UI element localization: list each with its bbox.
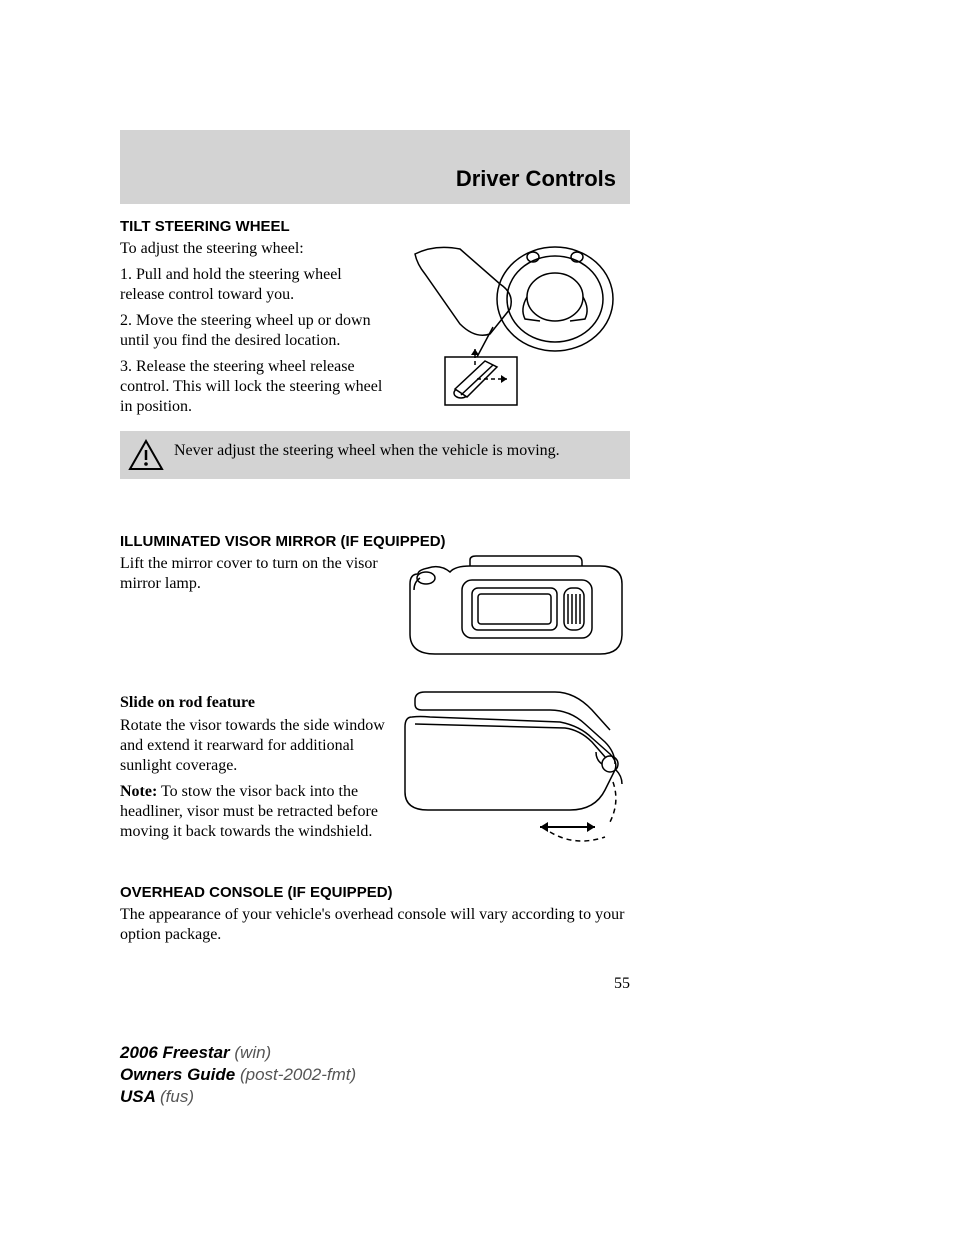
- tilt-step2: 2. Move the steering wheel up or down un…: [120, 311, 390, 351]
- visor-slide-diagram: [400, 682, 630, 852]
- footer-model: 2006 Freestar: [120, 1043, 234, 1062]
- footer-line3: USA (fus): [120, 1086, 356, 1108]
- footer-code1: (win): [234, 1043, 271, 1062]
- visor-row: Lift the mirror cover to turn on the vis…: [120, 554, 630, 664]
- visor-text: Lift the mirror cover to turn on the vis…: [120, 554, 390, 594]
- section-heading-overhead: OVERHEAD CONSOLE (IF EQUIPPED): [120, 884, 630, 901]
- footer: 2006 Freestar (win) Owners Guide (post-2…: [120, 1042, 356, 1108]
- slide-text-col: Slide on rod feature Rotate the visor to…: [120, 682, 390, 852]
- visor-text-col: Lift the mirror cover to turn on the vis…: [120, 554, 390, 664]
- visor-mirror-diagram: [400, 554, 630, 664]
- slide-diagram-col: [400, 682, 630, 852]
- footer-guide: Owners Guide: [120, 1065, 240, 1084]
- slide-row: Slide on rod feature Rotate the visor to…: [120, 682, 630, 852]
- page-number: 55: [120, 975, 630, 993]
- footer-line2: Owners Guide (post-2002-fmt): [120, 1064, 356, 1086]
- footer-region: USA: [120, 1087, 160, 1106]
- note-label: Note:: [120, 783, 157, 800]
- visor-diagram-col: [400, 554, 630, 664]
- footer-code3: (fus): [160, 1087, 194, 1106]
- tilt-step3: 3. Release the steering wheel release co…: [120, 357, 390, 417]
- steering-wheel-diagram: [405, 239, 625, 409]
- page-content: Driver Controls TILT STEERING WHEEL To a…: [120, 130, 630, 993]
- slide-note: Note: To stow the visor back into the he…: [120, 782, 390, 842]
- spacer: [120, 664, 630, 682]
- slide-p1: Rotate the visor towards the side window…: [120, 716, 390, 776]
- tilt-intro: To adjust the steering wheel:: [120, 239, 390, 259]
- note-text: To stow the visor back into the headline…: [120, 783, 378, 840]
- tilt-row: To adjust the steering wheel: 1. Pull an…: [120, 239, 630, 423]
- footer-code2: (post-2002-fmt): [240, 1065, 356, 1084]
- tilt-step1: 1. Pull and hold the steering wheel rele…: [120, 265, 390, 305]
- tilt-text-col: To adjust the steering wheel: 1. Pull an…: [120, 239, 390, 423]
- section-heading-visor: ILLUMINATED VISOR MIRROR (IF EQUIPPED): [120, 533, 630, 550]
- slide-subheading: Slide on rod feature: [120, 694, 390, 712]
- section-heading-tilt: TILT STEERING WHEEL: [120, 218, 630, 235]
- warning-text: Never adjust the steering wheel when the…: [174, 439, 560, 462]
- tilt-diagram-col: [400, 239, 630, 423]
- footer-line1: 2006 Freestar (win): [120, 1042, 356, 1064]
- header-bar: Driver Controls: [120, 130, 630, 204]
- spacer: [120, 852, 630, 870]
- warning-box: Never adjust the steering wheel when the…: [120, 431, 630, 479]
- page-title: Driver Controls: [456, 166, 616, 192]
- warning-triangle-icon: [128, 439, 164, 471]
- spacer: [120, 479, 630, 519]
- overhead-text: The appearance of your vehicle's overhea…: [120, 905, 630, 945]
